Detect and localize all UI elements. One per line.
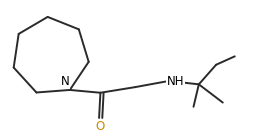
Text: N: N [61,75,69,88]
Text: O: O [96,120,105,133]
Text: NH: NH [167,75,184,88]
